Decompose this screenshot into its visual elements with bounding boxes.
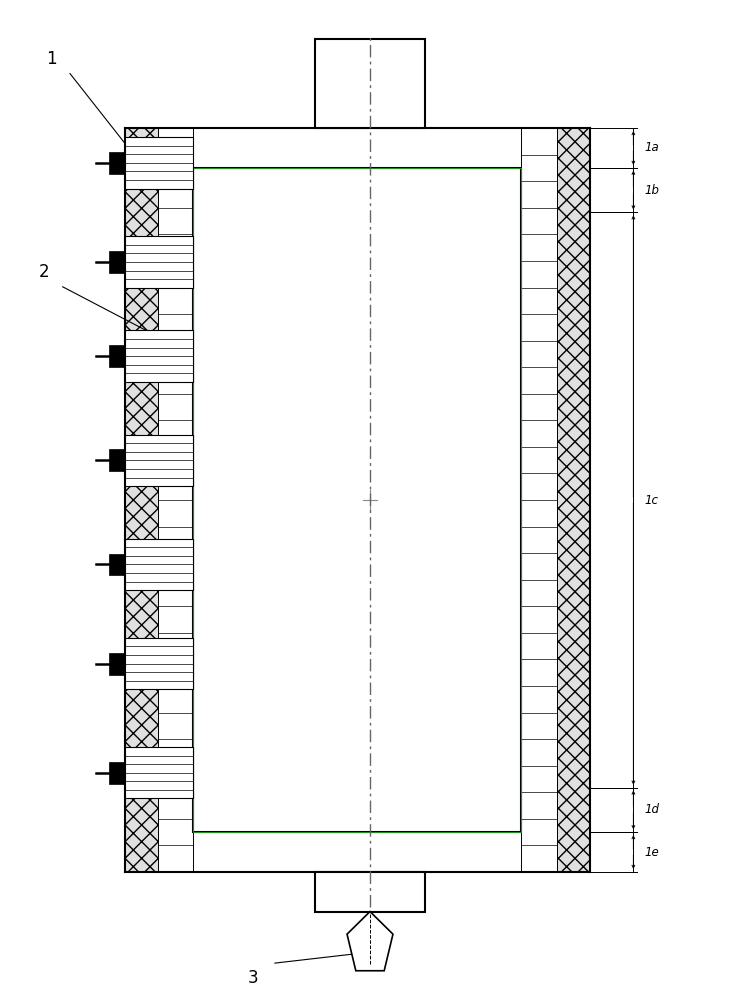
Polygon shape xyxy=(347,912,393,971)
Text: 1a: 1a xyxy=(645,141,659,154)
Bar xyxy=(125,128,158,872)
Bar xyxy=(315,39,425,128)
Bar xyxy=(556,128,590,872)
Text: 1e: 1e xyxy=(645,846,659,859)
Text: 3: 3 xyxy=(248,969,258,987)
Bar xyxy=(109,653,125,675)
Bar xyxy=(193,168,522,832)
Bar xyxy=(125,638,193,689)
Text: 1b: 1b xyxy=(645,184,659,197)
Text: 2: 2 xyxy=(39,263,50,281)
Bar xyxy=(109,449,125,471)
Bar xyxy=(109,152,125,174)
Bar xyxy=(125,236,193,288)
Bar xyxy=(522,128,556,872)
Bar xyxy=(109,554,125,575)
Bar xyxy=(125,539,193,590)
Bar xyxy=(109,762,125,784)
Bar xyxy=(193,168,522,832)
Bar xyxy=(125,330,193,382)
Bar xyxy=(109,251,125,273)
Bar xyxy=(125,747,193,798)
Bar xyxy=(125,435,193,486)
Bar xyxy=(158,128,193,872)
Bar xyxy=(109,345,125,367)
Text: 1c: 1c xyxy=(645,493,659,506)
Bar xyxy=(315,872,425,912)
Text: 1: 1 xyxy=(47,50,57,68)
Text: 1d: 1d xyxy=(645,803,659,816)
Bar xyxy=(125,137,193,189)
